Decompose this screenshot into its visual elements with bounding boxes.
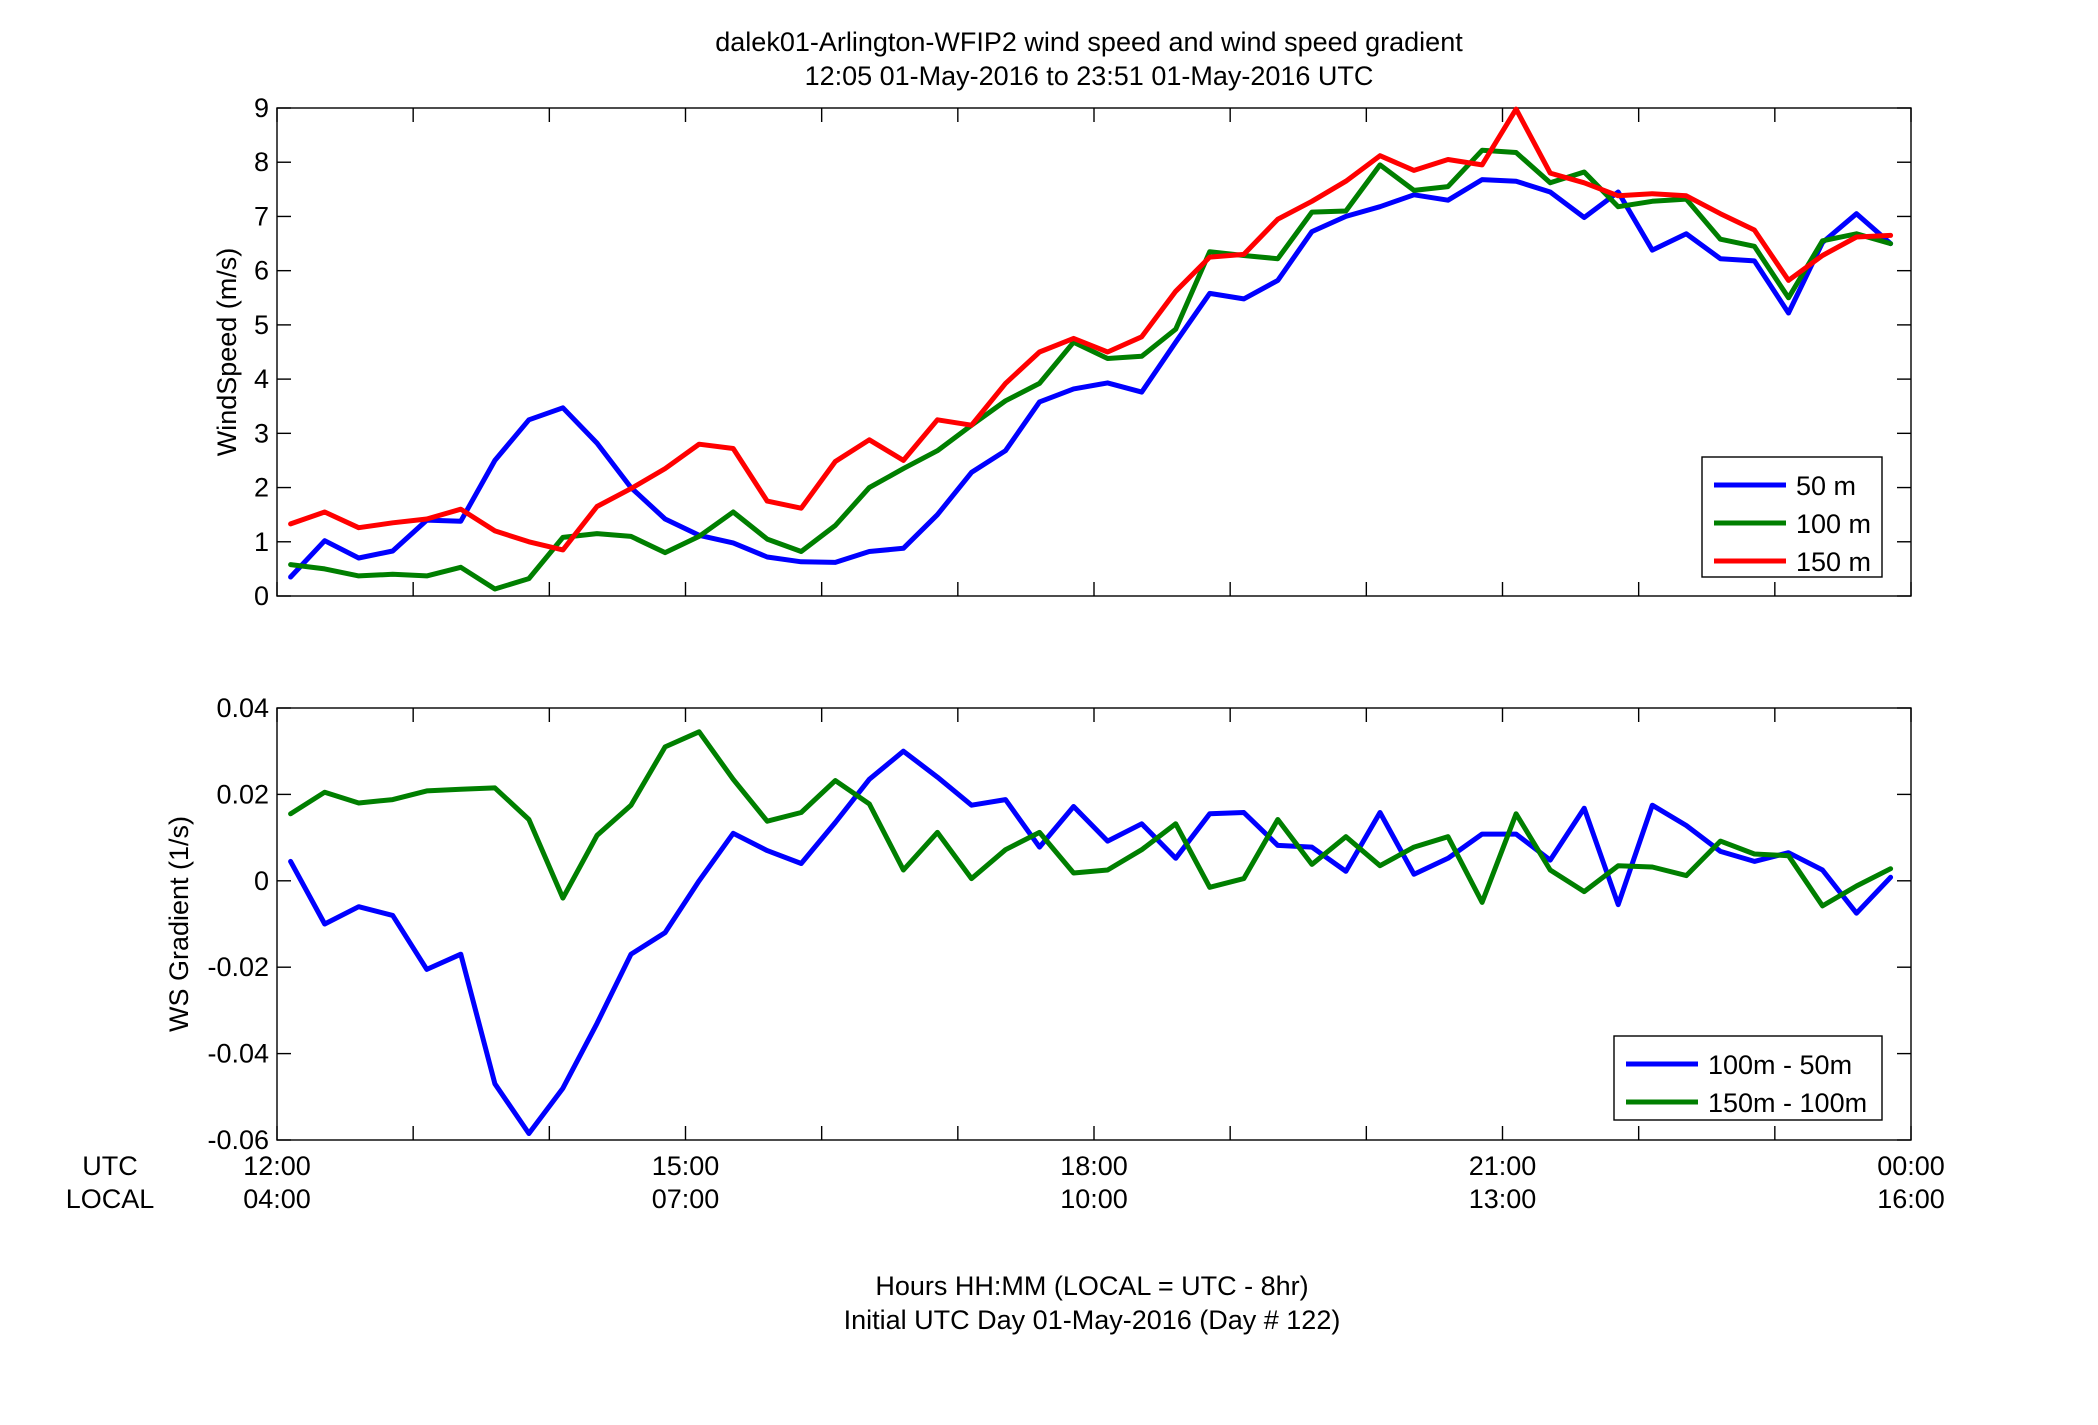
gradient-y-tick-label: 0.02: [216, 779, 269, 809]
windspeed-y-ticks: 0 1 2 3 4 5 6 7 8 9: [254, 93, 1911, 611]
gradient-y-tick-label: 0: [254, 866, 269, 896]
windspeed-y-tick-label: 6: [254, 256, 269, 286]
x-tick-label-local: 04:00: [243, 1184, 311, 1214]
gradient-y-label: WS Gradient (1/s): [164, 816, 194, 1032]
gradient-y-tick-label: -0.06: [207, 1125, 269, 1155]
x-tick-label-utc: 00:00: [1877, 1151, 1945, 1181]
windspeed-y-tick-label: 4: [254, 364, 269, 394]
windspeed-series-100-m: [288, 147, 1894, 592]
windspeed-y-tick-label: 2: [254, 473, 269, 503]
local-row-label: LOCAL: [66, 1184, 155, 1214]
windspeed-y-tick-label: 0: [254, 581, 269, 611]
windspeed-series-50-m: [288, 177, 1894, 580]
windspeed-y-tick-label: 7: [254, 201, 269, 231]
gradient-legend: 100m - 50m 150m - 100m: [1613, 1035, 1883, 1121]
gradient-y-tick-label: -0.04: [207, 1039, 269, 1069]
windspeed-legend-label: 50 m: [1796, 471, 1856, 501]
x-tick-label-local: 07:00: [652, 1184, 720, 1214]
x-tick-label-utc: 12:00: [243, 1151, 311, 1181]
x-tick-label-local: 10:00: [1060, 1184, 1128, 1214]
windspeed-legend: 50 m 100 m 150 m: [1701, 456, 1883, 578]
x-tick-label-local: 13:00: [1469, 1184, 1537, 1214]
gradient-panel: -0.06 -0.04 -0.02 0 0.02 0.04 WS Gradient (1/…: [164, 693, 1912, 1155]
windspeed-y-tick-label: 1: [254, 527, 269, 557]
windspeed-series: [288, 106, 1894, 592]
windspeed-x-ticks: [276, 108, 1912, 596]
gradient-series-150m-100m: [288, 729, 1894, 909]
x-tick-label-local: 16:00: [1877, 1184, 1945, 1214]
x-tick-label-utc: 15:00: [652, 1151, 720, 1181]
gradient-series: [288, 729, 1894, 1136]
windspeed-legend-label: 150 m: [1796, 547, 1871, 577]
figure-title-line1: dalek01-Arlington-WFIP2 wind speed and w…: [715, 27, 1463, 57]
figure-title-line2: 12:05 01-May-2016 to 23:51 01-May-2016 U…: [805, 61, 1374, 91]
windspeed-y-tick-label: 8: [254, 147, 269, 177]
windspeed-y-tick-label: 3: [254, 418, 269, 448]
gradient-legend-label: 150m - 100m: [1708, 1088, 1867, 1118]
x-tick-label-utc: 18:00: [1060, 1151, 1128, 1181]
x-axis-label-line2: Initial UTC Day 01-May-2016 (Day # 122): [844, 1305, 1341, 1335]
gradient-series-100m-50m: [288, 748, 1894, 1136]
gradient-legend-box: [1613, 1035, 1883, 1121]
windspeed-y-tick-label: 9: [254, 93, 269, 123]
gradient-x-ticks: [276, 708, 1912, 1140]
windspeed-legend-label: 100 m: [1796, 509, 1871, 539]
windspeed-series-150-m: [288, 106, 1894, 553]
gradient-y-ticks: -0.06 -0.04 -0.02 0 0.02 0.04: [207, 693, 1911, 1155]
windspeed-panel: 0 1 2 3 4 5 6 7 8 9 WindSpeed (m/s) 50 m 100 m 150 …: [212, 93, 1912, 611]
gradient-legend-label: 100m - 50m: [1708, 1050, 1852, 1080]
gradient-y-tick-label: 0.04: [216, 693, 269, 723]
gradient-y-tick-label: -0.02: [207, 952, 269, 982]
x-axis-label-line1: Hours HH:MM (LOCAL = UTC - 8hr): [875, 1271, 1308, 1301]
windspeed-legend-box: [1701, 456, 1883, 578]
windspeed-y-label: WindSpeed (m/s): [212, 248, 242, 457]
x-tick-label-utc: 21:00: [1469, 1151, 1537, 1181]
utc-row-label: UTC: [82, 1151, 138, 1181]
windspeed-y-tick-label: 5: [254, 310, 269, 340]
